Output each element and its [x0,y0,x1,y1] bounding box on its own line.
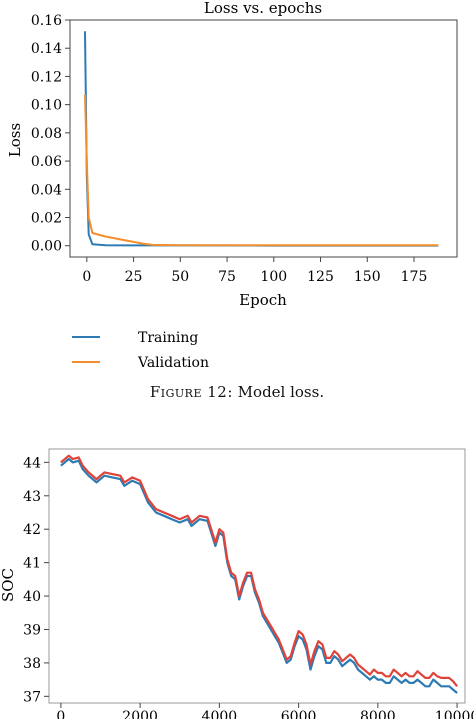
y-tick-label: 0.02 [31,211,62,227]
series-line-2 [60,454,458,687]
y-tick-label: 0.06 [31,154,62,170]
y-tick-label: 37 [23,689,41,705]
y-tick-label: 40 [23,589,41,605]
x-tick-label: 4000 [202,709,238,719]
chart-title: Loss vs. epochs [204,0,322,17]
x-tick-label: 6000 [281,709,317,719]
caption-text: Model loss. [232,383,325,401]
loss-chart: Loss vs. epochs 0.00 0.02 0.04 0.06 0.08 0.10… [6,0,458,371]
x-tick-label: 175 [401,269,428,285]
x-tick-label: 150 [354,269,381,285]
x-tick-label: 10000 [435,709,474,719]
y-tick-label: 0.10 [31,98,62,114]
x-tick-label: 100 [260,269,287,285]
x-tick-label: 0 [56,709,65,719]
y-tick-label: 44 [23,455,41,471]
series-line-2 [84,94,439,247]
x-tick-label: 50 [171,269,189,285]
y-tick-label: 0.04 [31,182,62,198]
y-axis-label: Loss [6,123,24,157]
x-axis-label: Epoch [239,291,287,309]
x-tick-label: 2000 [122,709,158,719]
x-tick-label: 75 [218,269,236,285]
y-tick-label: 41 [23,556,41,572]
y-tick-label: 0.00 [31,239,62,255]
figure-caption: Figure 12: Model loss. [0,383,474,401]
y-tick-label: 42 [23,522,41,538]
y-tick-label: 0.14 [31,41,62,57]
plot-frame [48,448,466,704]
series-line-1 [60,457,458,694]
y-tick-label: 0.16 [31,13,62,29]
x-tick-label: 125 [307,269,334,285]
y-tick-label: 0.12 [31,69,62,85]
x-tick-label: 8000 [360,709,396,719]
x-tick-label: 0 [82,269,91,285]
y-tick-label: 38 [23,656,41,672]
legend-label: Validation [137,355,209,371]
series-line-1 [84,31,439,247]
legend-label: Training [138,330,198,346]
caption-label: Figure 12: [149,383,233,401]
y-tick-label: 43 [23,489,41,505]
y-tick-label: 0.08 [31,126,62,142]
y-axis-label: SOC [0,568,17,602]
y-tick-label: 39 [23,622,41,638]
x-tick-label: 25 [125,269,143,285]
plot-frame [69,19,458,258]
